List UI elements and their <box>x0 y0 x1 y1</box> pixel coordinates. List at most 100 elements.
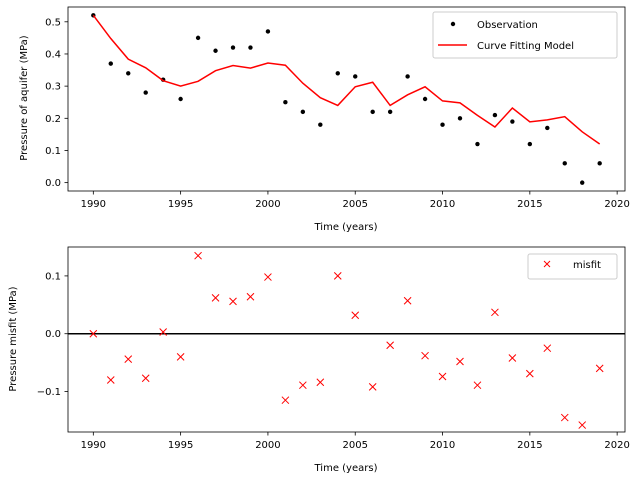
misfit-point <box>246 292 255 301</box>
misfit-y-axis-label: Pressure misfit (MPa) <box>8 286 19 391</box>
pressure-x-tick-label: 2020 <box>604 199 629 210</box>
misfit-point <box>333 272 342 280</box>
misfit-x-tick-label: 1995 <box>168 440 193 451</box>
pressure-y-tick-label: 0.3 <box>45 82 61 93</box>
pressure-x-axis-label: Time (years) <box>314 222 378 233</box>
misfit-point <box>421 351 429 360</box>
misfit-point <box>456 357 464 366</box>
model-curve-line <box>92 14 601 145</box>
observation-point <box>387 109 393 115</box>
pressure-axes-frame <box>67 6 626 192</box>
legend-observation-label: Observation <box>477 20 538 31</box>
misfit-point <box>106 376 115 384</box>
misfit-point <box>351 311 360 320</box>
misfit-point <box>403 296 412 305</box>
pressure-x-tick-label: 2015 <box>517 199 542 210</box>
pressure-y-tick-label: 0.2 <box>45 114 61 125</box>
observation-point <box>300 109 306 115</box>
misfit-point <box>560 413 569 422</box>
misfit-point <box>368 383 377 391</box>
observation-point <box>597 161 602 166</box>
misfit-y-tick-label: 0.0 <box>45 329 61 340</box>
observation-point <box>492 112 498 118</box>
observation-point <box>335 71 340 76</box>
misfit-y-tick-label: 0.1 <box>45 271 61 282</box>
observation-point <box>405 74 410 79</box>
legend-misfit-marker <box>543 260 551 268</box>
observation-point <box>126 71 131 76</box>
misfit-legend: misfit <box>527 253 618 280</box>
observation-point <box>248 45 253 50</box>
misfit-point <box>473 381 482 390</box>
pressure-x-tick-label: 2010 <box>430 199 455 210</box>
misfit-y-tick-label: −0.1 <box>37 387 61 398</box>
misfit-x-tick-label: 2010 <box>430 440 455 451</box>
misfit-x-tick-label: 2015 <box>517 440 542 451</box>
pressure-plot: 1990 1995 2000 2005 2010 2015 2020 0.0 0.1 0.2 0.3… <box>19 6 630 233</box>
pressure-x-tick-label: 1990 <box>81 199 106 210</box>
pressure-x-tick-label: 2000 <box>255 199 280 210</box>
misfit-point <box>316 378 325 387</box>
misfit-point <box>543 344 552 353</box>
misfit-point <box>176 352 185 361</box>
misfit-point <box>508 354 517 362</box>
pressure-x-tick-label: 1995 <box>168 199 193 210</box>
pressure-x-tick-label: 2005 <box>343 199 368 210</box>
misfit-point <box>264 273 272 281</box>
misfit-point <box>281 396 290 405</box>
observation-point <box>265 29 271 34</box>
misfit-point <box>438 372 447 381</box>
pressure-y-tick-label: 0.1 <box>45 146 61 157</box>
observation-point <box>440 122 445 127</box>
observation-point <box>143 90 148 95</box>
observation-point <box>178 96 183 102</box>
pressure-legend: Observation Curve Fitting Model <box>432 11 618 59</box>
misfit-point <box>141 374 150 383</box>
observation-point <box>370 109 375 115</box>
misfit-point <box>89 329 98 338</box>
misfit-point <box>298 381 307 390</box>
observation-point <box>353 74 358 79</box>
legend-misfit-label: misfit <box>573 260 601 271</box>
misfit-legend-frame <box>527 253 618 280</box>
misfit-point <box>211 294 220 302</box>
misfit-axes: 1990 1995 2000 2005 2010 2015 2020 −0.1 0.0 0.1 <box>37 246 630 451</box>
misfit-point <box>595 364 604 373</box>
misfit-point <box>525 369 534 378</box>
legend-model-label: Curve Fitting Model <box>477 41 574 52</box>
observation-point <box>475 141 480 147</box>
misfit-x-tick-label: 1990 <box>81 440 106 451</box>
pressure-legend-frame <box>432 11 618 59</box>
misfit-point <box>386 341 395 350</box>
misfit-axes-frame <box>67 246 626 433</box>
observation-point <box>527 141 533 147</box>
pressure-axes: 1990 1995 2000 2005 2010 2015 2020 0.0 0.1 0.2 0.3… <box>45 6 630 210</box>
observation-point <box>108 61 113 66</box>
misfit-x-axis-label: Time (years) <box>314 463 378 474</box>
misfit-point <box>124 355 133 364</box>
misfit-point <box>491 308 499 317</box>
observation-point <box>422 96 428 102</box>
observation-point <box>510 119 515 124</box>
observation-point <box>213 48 218 53</box>
pressure-y-tick-label: 0.4 <box>45 49 61 60</box>
misfit-point <box>578 421 587 429</box>
misfit-x-tick-label: 2000 <box>255 440 280 451</box>
observation-point <box>545 125 550 131</box>
misfit-point <box>159 328 168 336</box>
observation-point <box>562 161 567 166</box>
misfit-plot: 1990 1995 2000 2005 2010 2015 2020 −0.1 0.0 0.1 T… <box>8 246 630 474</box>
pressure-y-axis-label: Pressure of aquifer (MPa) <box>19 35 30 160</box>
observation-point <box>457 116 463 121</box>
observation-point <box>230 45 236 50</box>
misfit-x-tick-label: 2005 <box>343 440 368 451</box>
observation-point <box>195 35 201 41</box>
misfit-point <box>194 251 202 260</box>
observation-point <box>318 122 323 127</box>
pressure-y-tick-label: 0.5 <box>45 17 61 28</box>
pressure-y-tick-label: 0.0 <box>45 178 61 189</box>
misfit-point <box>229 297 237 306</box>
observation-point <box>580 180 585 185</box>
